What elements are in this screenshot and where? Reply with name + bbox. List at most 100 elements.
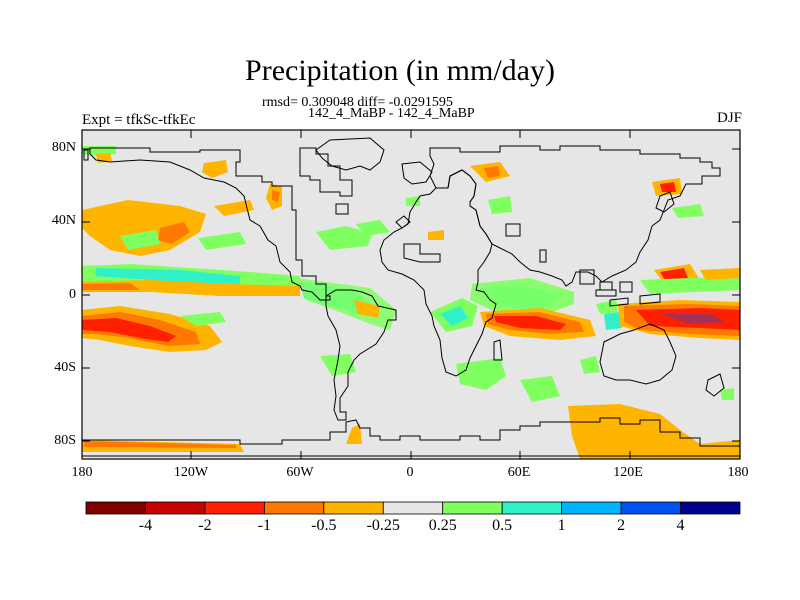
experiment-label: Expt = tfkSc-tfkEc bbox=[82, 112, 196, 128]
colorbar-label: -0.5 bbox=[311, 517, 337, 534]
africa-europe-coast bbox=[379, 169, 497, 377]
npacific-dry-core bbox=[158, 222, 190, 244]
greenland-coast bbox=[299, 147, 353, 197]
spacific-dry-core bbox=[82, 318, 176, 342]
scandinavia-coast bbox=[401, 161, 433, 185]
lon-label-180e: 180 bbox=[727, 465, 749, 480]
lat-label-80n: 80N bbox=[51, 140, 76, 155]
madagascar-coast bbox=[493, 339, 503, 361]
wpacific-dry-shade bbox=[660, 314, 726, 324]
spacific-wet-patch bbox=[180, 312, 226, 326]
colorbar-swatch bbox=[263, 501, 325, 515]
plot-title: Precipitation (in mm/day) bbox=[245, 54, 555, 87]
colorbar-label: 0.25 bbox=[428, 517, 457, 534]
malaysia-coast bbox=[599, 281, 613, 291]
indochina-coast bbox=[619, 281, 633, 293]
lon-label-120w: 120W bbox=[173, 465, 209, 480]
new-guinea-coast bbox=[639, 293, 661, 305]
natlantic-wet-small bbox=[356, 220, 390, 236]
mediterranean-coast bbox=[403, 243, 441, 263]
precip-contours bbox=[82, 146, 740, 459]
japan-coast bbox=[655, 191, 675, 213]
colorbar-swatch bbox=[145, 501, 206, 515]
brazil-dry-patch bbox=[354, 300, 380, 318]
india-coast bbox=[579, 269, 595, 285]
colorbar-label: -2 bbox=[198, 517, 212, 534]
colorbar-label: 4 bbox=[676, 517, 685, 534]
wpacific-dry-core bbox=[636, 308, 740, 330]
north-america-coast bbox=[89, 147, 331, 301]
colorbar-swatch bbox=[382, 501, 444, 515]
npacific-east-dry bbox=[700, 268, 740, 280]
antarctic-dry-strip-core bbox=[84, 441, 236, 448]
indian-dry-core bbox=[494, 316, 566, 330]
axis-ticks bbox=[82, 130, 740, 459]
spacific-wet-small bbox=[720, 388, 734, 400]
lon-label-0: 0 bbox=[406, 465, 414, 480]
britain-coast bbox=[395, 215, 411, 229]
colorbar-swatch bbox=[680, 501, 741, 515]
asia-coast bbox=[429, 145, 721, 287]
colorbar-swatch bbox=[204, 501, 265, 515]
itcz-dry-core bbox=[82, 283, 140, 290]
namerica-dry-core bbox=[272, 190, 280, 202]
colorbar-label: -0.25 bbox=[366, 517, 400, 534]
colorbar-label: -4 bbox=[138, 517, 153, 534]
season-label: DJF bbox=[716, 110, 742, 126]
eafrica-wet-region bbox=[470, 278, 574, 316]
lon-label-120e: 120E bbox=[613, 465, 643, 480]
java-coast bbox=[609, 297, 629, 307]
lon-label-60w: 60W bbox=[286, 465, 314, 480]
plot-subtitle: 142_4_MaBP - 142_4_MaBP bbox=[308, 106, 475, 121]
africa-wet-core bbox=[440, 306, 468, 326]
atlantic-wet-region bbox=[296, 278, 396, 330]
med-dry-small bbox=[428, 230, 444, 240]
colorbar-swatch bbox=[323, 501, 384, 515]
maritime-wet-small bbox=[596, 300, 618, 314]
colorbar bbox=[85, 501, 741, 515]
npacific-dry-band bbox=[214, 200, 254, 216]
colorbar-label: 0.5 bbox=[492, 517, 513, 534]
antarctica-coast bbox=[82, 417, 740, 447]
colorbar-swatch bbox=[85, 501, 146, 515]
npacific-wet-small bbox=[672, 204, 704, 218]
npacific-wet-strip bbox=[120, 230, 160, 250]
map-background bbox=[82, 130, 740, 459]
caspian-coast bbox=[505, 223, 521, 237]
colorbar-swatch bbox=[561, 501, 622, 515]
npacific-wet-patch bbox=[198, 232, 246, 250]
australia-coast bbox=[599, 323, 677, 385]
europe-wet-small bbox=[406, 196, 420, 206]
colorbar-swatch bbox=[620, 501, 681, 515]
south-america-coast bbox=[325, 289, 397, 421]
natlantic-wet-patch bbox=[316, 226, 372, 250]
sindian-wet-small bbox=[520, 376, 560, 402]
pacific-dry-patch bbox=[202, 160, 228, 178]
newfoundland-coast bbox=[335, 203, 349, 215]
satlantic-wet-patch bbox=[320, 354, 356, 376]
lat-label-eq: 0 bbox=[69, 287, 76, 302]
antarctic-dry-patch bbox=[346, 424, 362, 444]
lon-label-60e: 60E bbox=[507, 465, 531, 480]
eurasia-dry-core bbox=[484, 166, 500, 178]
lat-label-80s: 80S bbox=[54, 433, 76, 448]
new-zealand-coast bbox=[705, 373, 725, 397]
asia-wet-small bbox=[488, 196, 512, 214]
colorbar-swatch bbox=[501, 501, 563, 515]
tropical-wet-core bbox=[96, 268, 240, 284]
lat-label-40s: 40S bbox=[54, 360, 76, 375]
lon-label-180w: 180 bbox=[71, 465, 93, 480]
madagascar-wet-patch bbox=[580, 356, 600, 374]
stats-line: rmsd= 0.309048 diff= -0.0291595 bbox=[262, 95, 453, 110]
colorbar-label: -1 bbox=[257, 517, 272, 534]
colorbar-label: 1 bbox=[557, 517, 566, 534]
itcz-dry-band bbox=[82, 280, 300, 296]
alaska-tip-coast bbox=[83, 149, 89, 161]
greenland-north-coast bbox=[315, 137, 385, 171]
persian-gulf-coast bbox=[539, 249, 547, 263]
maritime-wet-core bbox=[604, 312, 622, 330]
npacific-wet-band bbox=[640, 276, 740, 294]
kamchatka-dry-core bbox=[660, 182, 676, 192]
lat-label-40n: 40N bbox=[51, 213, 76, 228]
